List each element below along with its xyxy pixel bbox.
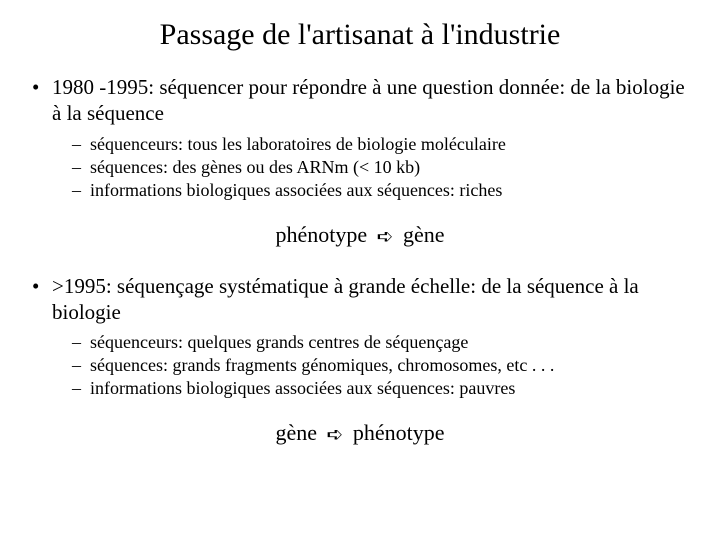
bullet-list-2: >1995: séquençage systématique à grande … xyxy=(30,273,690,401)
list-item: >1995: séquençage systématique à grande … xyxy=(30,273,690,401)
list-item: 1980 -1995: séquencer pour répondre à un… xyxy=(30,74,690,202)
list-item: séquences: grands fragments génomiques, … xyxy=(72,354,690,377)
section2-heading: >1995: séquençage systématique à grande … xyxy=(52,274,639,324)
relation-left: phénotype xyxy=(276,222,368,247)
section1-heading: 1980 -1995: séquencer pour répondre à un… xyxy=(52,75,685,125)
list-item: séquenceurs: tous les laboratoires de bi… xyxy=(72,133,690,156)
list-item: informations biologiques associées aux s… xyxy=(72,377,690,400)
relation-left: gène xyxy=(276,420,318,445)
relation-1: phénotype ➪ gène xyxy=(30,222,690,249)
list-item: informations biologiques associées aux s… xyxy=(72,179,690,202)
relation-right: gène xyxy=(403,222,445,247)
list-item: séquences: des gènes ou des ARNm (< 10 k… xyxy=(72,156,690,179)
relation-right: phénotype xyxy=(353,420,445,445)
slide-title: Passage de l'artisanat à l'industrie xyxy=(30,18,690,52)
sublist-1: séquenceurs: tous les laboratoires de bi… xyxy=(52,133,690,202)
relation-2: gène ➪ phénotype xyxy=(30,420,690,447)
list-item: séquenceurs: quelques grands centres de … xyxy=(72,331,690,354)
arrow-icon: ➪ xyxy=(323,422,348,447)
sublist-2: séquenceurs: quelques grands centres de … xyxy=(52,331,690,400)
bullet-list-1: 1980 -1995: séquencer pour répondre à un… xyxy=(30,74,690,202)
arrow-icon: ➪ xyxy=(373,224,398,249)
